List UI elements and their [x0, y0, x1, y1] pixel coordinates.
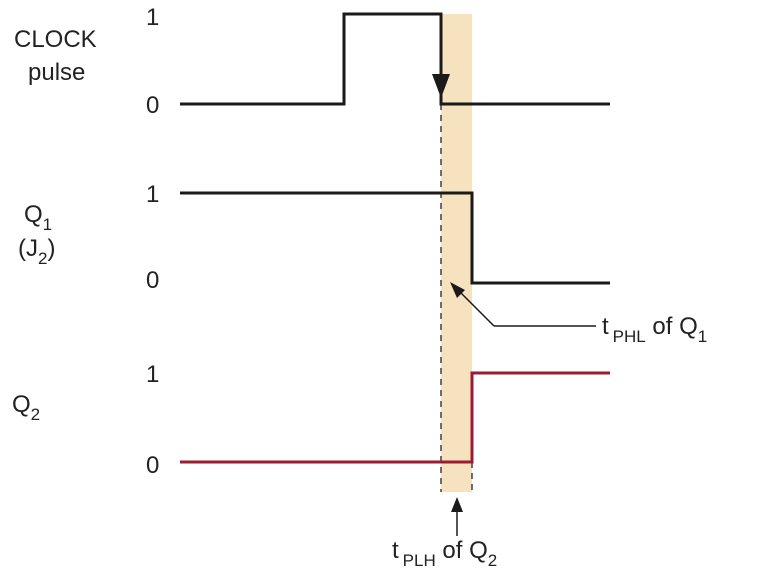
q1-high-level: 1 — [146, 181, 159, 208]
clock-waveform — [180, 12, 610, 106]
q2-high-level: 1 — [146, 361, 159, 388]
q1-label: Q1 — [24, 201, 52, 234]
propagation-delay-band — [441, 14, 472, 492]
q1-waveform — [180, 191, 610, 285]
q2-waveform — [180, 371, 610, 464]
tplh-arrowhead-icon — [451, 497, 463, 512]
q2-label: Q2 — [12, 391, 40, 424]
tphl-annotation: t PHL of Q1 — [602, 313, 707, 346]
clock-falling-edge-arrow-icon — [432, 74, 450, 98]
clock-label: CLOCK — [14, 26, 97, 53]
q1-alias-label: (J2) — [18, 235, 55, 268]
clock-low-level: 0 — [146, 92, 159, 119]
tphl-arrowhead-icon — [450, 282, 465, 298]
q1-low-level: 0 — [146, 267, 159, 294]
clock-label-line2: pulse — [28, 59, 85, 86]
tplh-annotation: t PLH of Q2 — [392, 537, 497, 569]
clock-high-level: 1 — [146, 4, 159, 31]
q2-low-level: 0 — [146, 452, 159, 479]
tphl-pointer-diagonal — [457, 289, 495, 327]
